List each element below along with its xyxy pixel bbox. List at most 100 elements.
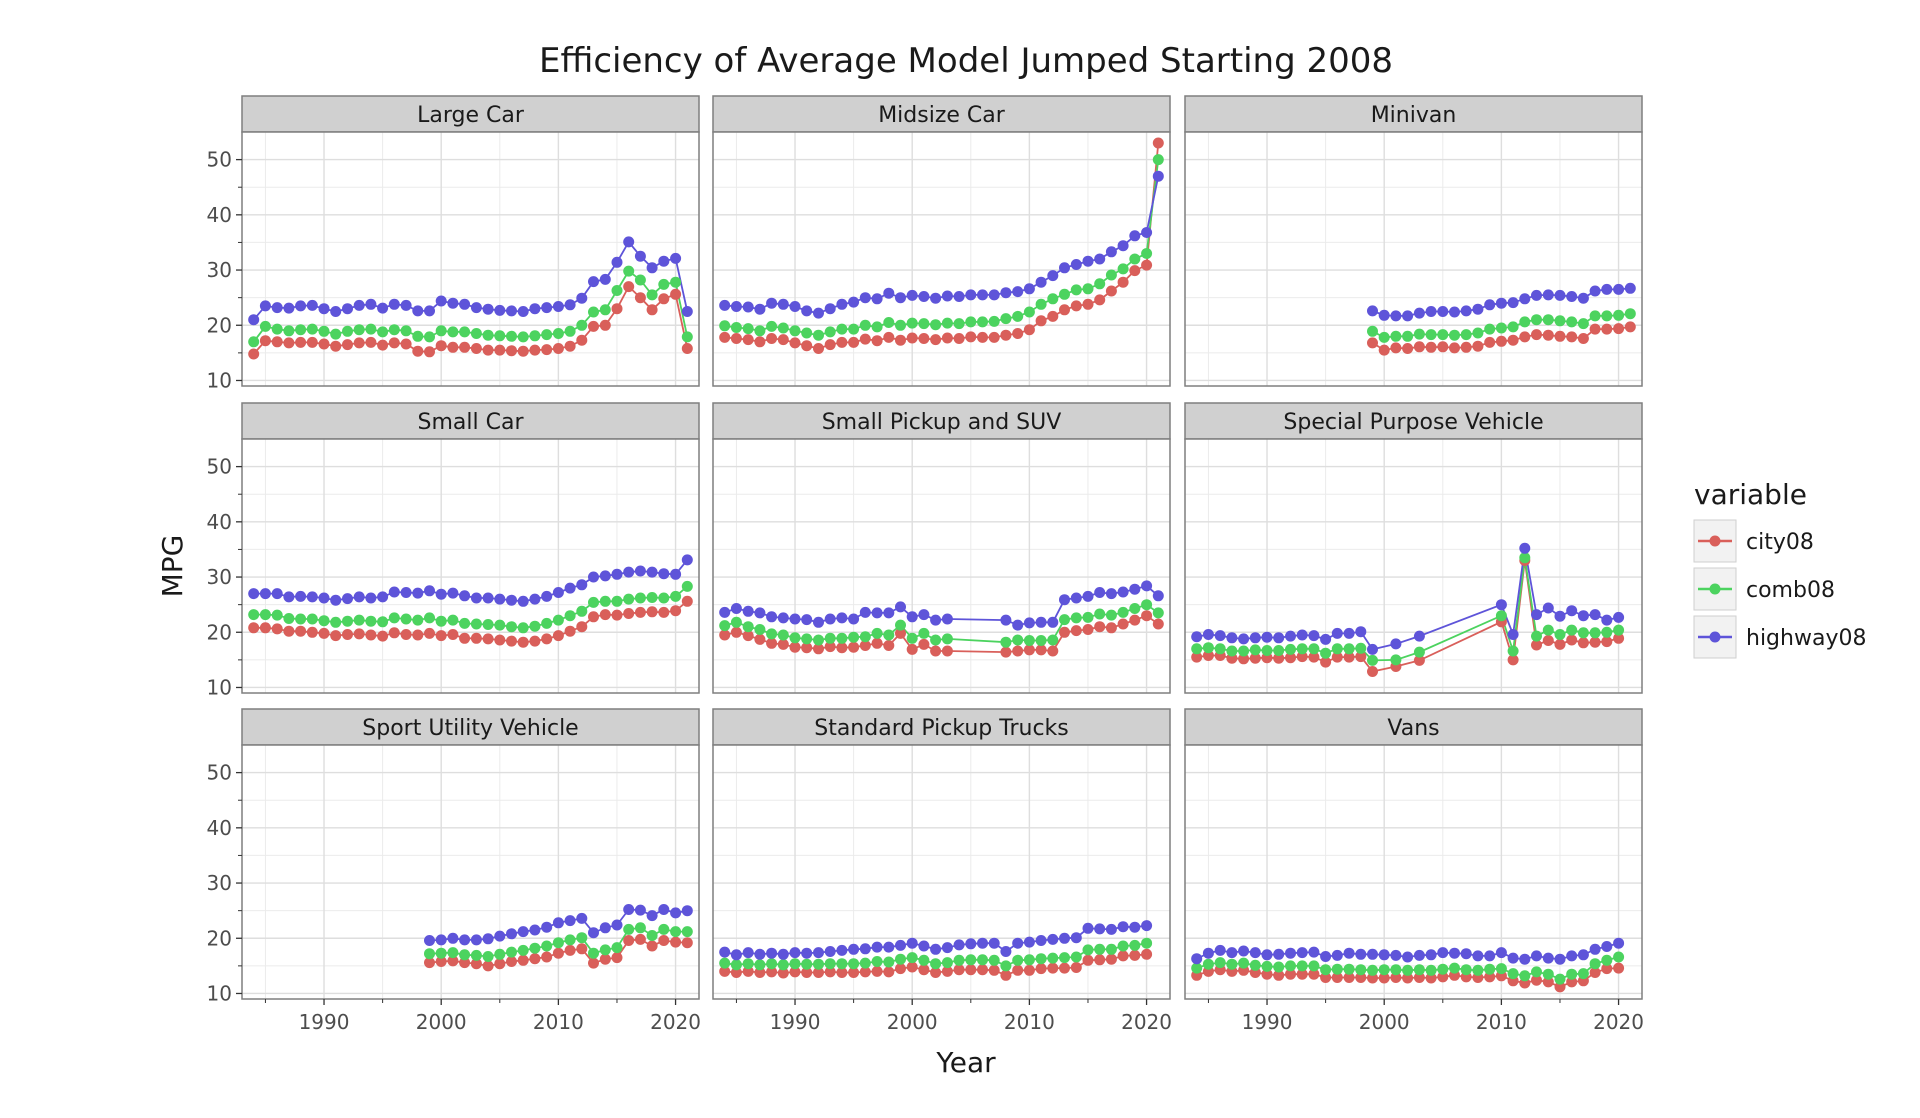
panel-strip	[241, 708, 700, 746]
point-highway08	[576, 292, 588, 304]
point-highway08	[1226, 632, 1238, 644]
point-highway08	[1449, 306, 1460, 318]
point-city08	[588, 957, 599, 969]
point-comb08	[1214, 643, 1226, 655]
panel-standard-pickup-trucks: Standard Pickup Trucks 1990 2000 2010 2020	[712, 708, 1172, 1034]
point-comb08	[1402, 964, 1414, 976]
point-highway08	[623, 566, 635, 578]
point-highway08	[634, 250, 646, 262]
point-city08	[271, 336, 283, 348]
point-highway08	[623, 236, 635, 248]
point-comb08	[1519, 970, 1531, 982]
point-comb08	[1012, 634, 1024, 646]
point-highway08	[1070, 592, 1082, 604]
point-highway08	[1460, 948, 1472, 960]
point-comb08	[965, 954, 977, 966]
point-comb08	[670, 926, 682, 938]
point-city08	[1273, 969, 1285, 981]
panel-small-pickup-and-suv: Small Pickup and SUV	[712, 402, 1171, 694]
point-city08	[1413, 972, 1425, 983]
point-city08	[1331, 651, 1343, 663]
point-comb08	[1320, 964, 1332, 976]
point-city08	[1554, 330, 1566, 342]
y-tick-label: 30	[207, 258, 232, 282]
point-highway08	[259, 588, 271, 600]
point-city08	[424, 627, 435, 639]
point-highway08	[681, 306, 693, 317]
point-highway08	[564, 582, 576, 594]
point-highway08	[848, 296, 860, 308]
point-highway08	[482, 303, 494, 315]
point-city08	[388, 337, 400, 349]
point-city08	[1589, 967, 1601, 978]
point-city08	[564, 340, 576, 352]
point-highway08	[1507, 952, 1519, 964]
point-highway08	[836, 944, 848, 956]
point-city08	[365, 629, 377, 641]
point-comb08	[871, 956, 883, 967]
point-highway08	[412, 587, 424, 599]
point-city08	[1141, 948, 1153, 960]
point-city08	[1094, 954, 1106, 966]
point-comb08	[883, 317, 895, 328]
point-city08	[435, 956, 447, 967]
panel-background	[713, 439, 1170, 693]
point-highway08	[1425, 949, 1437, 961]
point-highway08	[541, 302, 553, 314]
point-city08	[1141, 259, 1153, 271]
point-comb08	[1214, 957, 1226, 969]
point-comb08	[1141, 937, 1153, 949]
panel-strip-label: Small Pickup and SUV	[822, 410, 1062, 435]
point-comb08	[470, 618, 482, 630]
point-city08	[1425, 972, 1437, 984]
point-highway08	[1141, 920, 1153, 932]
point-highway08	[1249, 947, 1261, 959]
point-city08	[271, 623, 283, 635]
point-city08	[801, 642, 813, 654]
point-highway08	[766, 611, 778, 623]
point-comb08	[1117, 263, 1129, 275]
point-city08	[634, 933, 646, 945]
point-city08	[1413, 341, 1425, 353]
point-comb08	[1624, 308, 1636, 320]
point-comb08	[1308, 960, 1320, 972]
x-tick-label: 2000	[1359, 1010, 1410, 1034]
point-comb08	[482, 329, 494, 341]
point-highway08	[918, 609, 930, 621]
panel-midsize-car: Midsize Car	[712, 95, 1171, 387]
point-comb08	[766, 958, 778, 970]
point-highway08	[1519, 293, 1531, 305]
point-city08	[447, 955, 459, 967]
point-city08	[988, 331, 1000, 343]
point-highway08	[1070, 932, 1082, 944]
point-city08	[766, 333, 778, 344]
point-city08	[1613, 323, 1625, 335]
point-highway08	[1507, 297, 1519, 309]
point-city08	[342, 629, 353, 640]
point-city08	[482, 633, 494, 645]
point-highway08	[412, 305, 424, 317]
point-comb08	[1413, 964, 1425, 976]
point-highway08	[634, 904, 646, 916]
point-highway08	[1094, 253, 1106, 265]
point-comb08	[494, 948, 506, 960]
y-tick-label: 20	[207, 313, 232, 337]
point-highway08	[447, 587, 459, 599]
point-highway08	[470, 592, 482, 604]
point-highway08	[789, 613, 801, 625]
point-city08	[1507, 334, 1519, 346]
point-city08	[719, 629, 731, 641]
point-city08	[424, 957, 435, 969]
point-city08	[1094, 294, 1106, 306]
point-city08	[1507, 654, 1519, 666]
point-highway08	[1437, 947, 1449, 959]
point-highway08	[1531, 950, 1542, 962]
point-city08	[859, 966, 871, 978]
point-city08	[623, 935, 635, 946]
point-comb08	[517, 622, 529, 634]
point-comb08	[848, 323, 860, 335]
point-highway08	[1343, 627, 1355, 639]
point-city08	[941, 645, 953, 657]
point-city08	[965, 964, 977, 976]
point-city08	[494, 634, 506, 646]
